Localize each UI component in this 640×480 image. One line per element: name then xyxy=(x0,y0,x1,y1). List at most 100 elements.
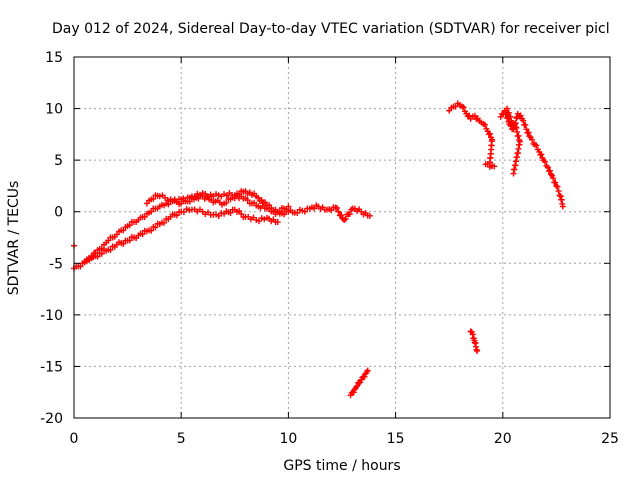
data-point xyxy=(272,206,279,213)
data-point xyxy=(534,146,541,153)
series-main-arc-upper-strand xyxy=(143,188,292,215)
data-point xyxy=(301,208,308,215)
data-point xyxy=(526,133,533,140)
data-point xyxy=(227,209,234,216)
data-point xyxy=(111,233,118,240)
y-tick-label: 0 xyxy=(54,205,63,221)
data-point xyxy=(94,253,101,260)
data-point xyxy=(525,129,532,136)
data-point xyxy=(126,237,133,244)
data-point xyxy=(154,220,161,227)
y-tick-label: 5 xyxy=(54,153,63,169)
plot-frame xyxy=(73,56,611,419)
data-point xyxy=(511,166,518,173)
data-point xyxy=(148,227,155,234)
data-point xyxy=(207,211,214,218)
data-point xyxy=(111,243,118,250)
data-point xyxy=(253,202,260,209)
data-point xyxy=(505,109,512,116)
data-point xyxy=(484,160,491,167)
data-point xyxy=(452,103,459,110)
data-point xyxy=(460,104,467,111)
x-tick-label: 20 xyxy=(494,431,512,447)
data-point xyxy=(164,197,171,204)
x-axis-label: GPS time / hours xyxy=(283,458,400,474)
data-point xyxy=(517,112,524,119)
data-point xyxy=(467,328,474,335)
data-point xyxy=(474,115,481,122)
data-point xyxy=(520,117,527,124)
data-point xyxy=(538,151,545,158)
data-point xyxy=(103,239,110,246)
data-point xyxy=(555,188,562,195)
data-point xyxy=(107,247,114,254)
data-point xyxy=(507,113,514,120)
data-point xyxy=(195,195,202,202)
y-tick-label: -15 xyxy=(40,359,63,375)
data-point xyxy=(173,212,180,219)
data-point xyxy=(330,204,337,211)
data-point xyxy=(548,171,555,178)
data-point xyxy=(116,228,123,235)
data-point xyxy=(357,379,364,386)
data-point xyxy=(513,124,520,131)
data-point xyxy=(133,218,140,225)
data-point xyxy=(86,256,93,263)
x-tick-label: 0 xyxy=(70,431,79,447)
data-point xyxy=(488,134,495,141)
data-point xyxy=(258,197,265,204)
data-points xyxy=(71,100,566,399)
data-point xyxy=(229,191,236,198)
data-point xyxy=(218,193,225,200)
x-axis-ticks: 0 5 10 15 20 25 xyxy=(70,57,619,447)
data-point xyxy=(543,162,550,169)
data-point xyxy=(207,191,214,198)
data-point xyxy=(165,216,172,223)
data-point xyxy=(466,112,473,119)
data-point xyxy=(196,206,203,213)
data-point xyxy=(553,182,560,189)
data-point xyxy=(461,108,468,115)
x-tick-label: 25 xyxy=(601,431,619,447)
data-point xyxy=(364,212,371,219)
data-point xyxy=(141,213,148,220)
data-point xyxy=(191,194,198,201)
data-point xyxy=(203,194,210,201)
data-point xyxy=(533,142,540,149)
data-point xyxy=(356,206,363,213)
data-point xyxy=(150,195,157,202)
data-point xyxy=(350,389,357,396)
data-point xyxy=(338,212,345,219)
data-point xyxy=(240,188,247,195)
data-point xyxy=(515,132,522,139)
data-point xyxy=(486,130,493,137)
data-point xyxy=(333,205,340,212)
data-point xyxy=(154,205,161,212)
data-point xyxy=(478,119,485,126)
data-point xyxy=(218,210,225,217)
data-point xyxy=(94,247,101,254)
data-point xyxy=(255,194,262,201)
data-point xyxy=(236,207,243,214)
data-point xyxy=(361,373,368,380)
data-point xyxy=(120,227,127,234)
data-point xyxy=(146,197,153,204)
data-point xyxy=(504,105,511,112)
data-point xyxy=(229,206,236,213)
data-point xyxy=(468,329,475,336)
data-point xyxy=(456,101,463,108)
data-point xyxy=(294,209,301,216)
data-point xyxy=(473,346,480,353)
data-point xyxy=(469,113,476,120)
data-point xyxy=(218,201,225,208)
data-point xyxy=(196,191,203,198)
series-negative-cluster-18-7h xyxy=(467,328,481,354)
data-point xyxy=(541,158,548,165)
data-point xyxy=(244,197,251,204)
data-point xyxy=(304,205,311,212)
chart-title: Day 012 of 2024, Sidereal Day-to-day VTE… xyxy=(52,21,610,37)
data-point xyxy=(546,167,553,174)
data-point xyxy=(139,231,146,238)
data-point xyxy=(146,209,153,216)
